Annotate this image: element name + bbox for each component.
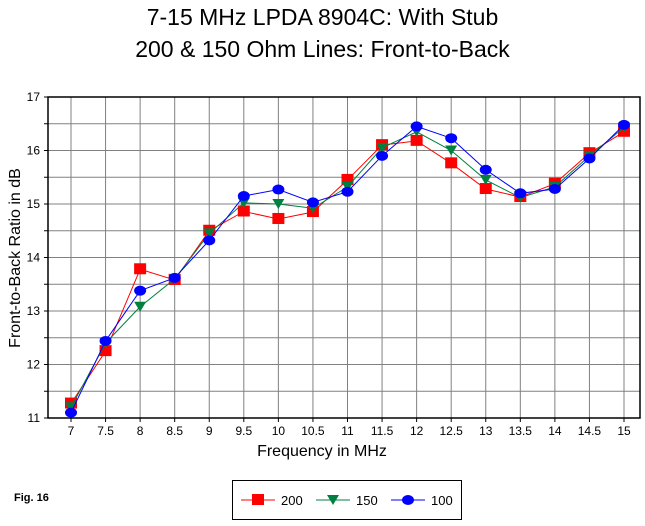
- y-tick-label: 17: [27, 90, 41, 104]
- marker-triangle: [65, 402, 77, 413]
- marker-square: [252, 494, 264, 505]
- legend: 200 150 100: [232, 480, 462, 520]
- marker-circle: [168, 272, 181, 283]
- legend-label: 200: [281, 493, 303, 508]
- y-tick-label: 16: [27, 144, 41, 158]
- plot-border: [47, 96, 641, 419]
- x-tick-label: 9.5: [235, 424, 252, 438]
- x-tick-label: 14.5: [578, 424, 602, 438]
- legend-item-100: 100: [391, 493, 453, 508]
- x-tick-label: 10.5: [301, 424, 325, 438]
- x-tick-label: 12.5: [440, 424, 464, 438]
- figure-label: Fig. 16: [14, 492, 49, 504]
- marker-circle: [306, 197, 319, 208]
- marker-circle: [618, 119, 630, 130]
- series-100: [65, 119, 630, 418]
- marker-triangle: [327, 495, 339, 505]
- y-tick-label: 13: [27, 304, 41, 318]
- marker-square: [479, 183, 492, 195]
- marker-circle: [341, 186, 354, 197]
- marker-circle: [203, 235, 216, 246]
- legend-label: 150: [356, 493, 378, 508]
- marker-triangle: [134, 301, 147, 312]
- marker-circle: [134, 285, 147, 296]
- y-tick-label: 14: [27, 251, 41, 265]
- y-axis-label: Front-to-Back Ratio in dB: [7, 168, 24, 348]
- marker-square: [134, 263, 147, 275]
- x-tick-label: 12: [410, 424, 424, 438]
- marker-circle: [514, 188, 527, 199]
- legend-item-200: 200: [241, 493, 303, 508]
- marker-square: [237, 205, 250, 217]
- x-axis-label: Frequency in MHz: [257, 443, 387, 460]
- x-tick-label: 9: [206, 424, 213, 438]
- marker-circle: [583, 153, 596, 164]
- x-tick-label: 7.5: [97, 424, 114, 438]
- legend-item-150: 150: [316, 493, 378, 508]
- marker-square: [410, 134, 423, 146]
- y-tick-label: 12: [27, 358, 41, 372]
- chart-title: 7-15 MHz LPDA 8904C: With Stub: [146, 4, 499, 30]
- marker-square: [99, 345, 112, 357]
- x-tick-label: 13: [479, 424, 493, 438]
- marker-circle: [376, 150, 389, 161]
- x-tick-label: 8: [137, 424, 144, 438]
- marker-circle: [99, 335, 112, 346]
- marker-circle: [402, 495, 414, 505]
- marker-triangle: [479, 174, 492, 185]
- marker-square: [341, 173, 354, 185]
- chart-subtitle: 200 & 150 Ohm Lines: Front-to-Back: [135, 36, 510, 62]
- x-tick-label: 11: [341, 424, 354, 438]
- x-tick-label: 13.5: [509, 424, 533, 438]
- marker-square: [445, 157, 458, 169]
- y-tick-label: 11: [28, 411, 41, 425]
- marker-circle: [237, 190, 250, 201]
- marker-circle: [410, 121, 423, 132]
- marker-circle: [445, 133, 458, 144]
- marker-circle: [548, 184, 561, 195]
- marker-circle: [272, 184, 285, 195]
- x-tick-label: 14: [548, 424, 562, 438]
- legend-label: 100: [431, 493, 453, 508]
- marker-triangle: [376, 142, 389, 153]
- marker-circle: [479, 164, 492, 175]
- marker-circle: [65, 407, 77, 418]
- marker-triangle: [203, 228, 216, 239]
- x-tick-label: 7: [68, 424, 75, 438]
- marker-triangle: [445, 145, 458, 156]
- y-tick-label: 15: [27, 197, 41, 211]
- x-tick-label: 10: [272, 424, 286, 438]
- x-tick-label: 8.5: [166, 424, 183, 438]
- x-tick-label: 11.5: [371, 424, 394, 438]
- marker-triangle: [272, 199, 285, 209]
- marker-square: [272, 212, 285, 224]
- x-tick-label: 15: [617, 424, 631, 438]
